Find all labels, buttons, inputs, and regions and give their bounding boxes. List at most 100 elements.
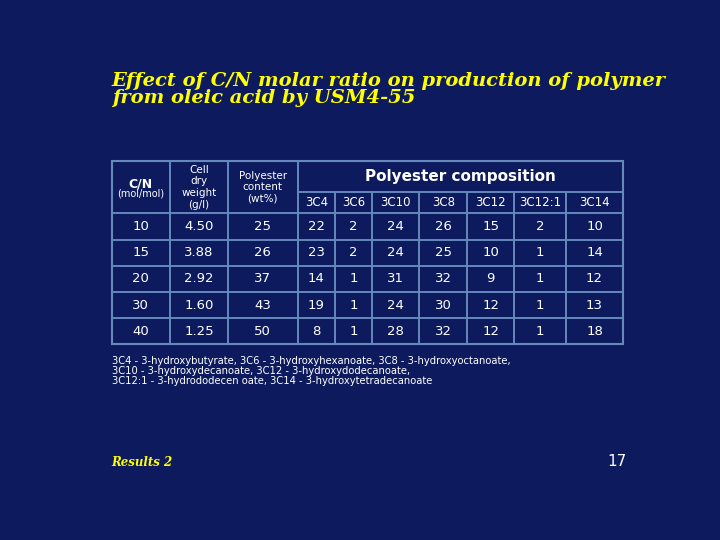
- Text: 3C8: 3C8: [432, 196, 455, 209]
- Bar: [514, 192, 566, 213]
- Bar: [467, 192, 514, 213]
- Bar: [372, 192, 419, 213]
- Bar: [335, 192, 372, 213]
- Bar: [297, 318, 335, 345]
- Bar: [514, 266, 566, 292]
- Text: 3C12:1 - 3-hydrododecen oate, 3C14 - 3-hydroxytetradecanoate: 3C12:1 - 3-hydrododecen oate, 3C14 - 3-h…: [112, 376, 432, 386]
- Bar: [112, 292, 170, 318]
- Bar: [372, 213, 419, 240]
- Text: 23: 23: [308, 246, 325, 259]
- Bar: [467, 240, 514, 266]
- Bar: [297, 266, 335, 292]
- Text: 22: 22: [308, 220, 325, 233]
- Text: 20: 20: [132, 272, 149, 285]
- Text: 3C14: 3C14: [579, 196, 610, 209]
- Bar: [228, 213, 297, 240]
- Bar: [514, 213, 566, 240]
- Text: Effect of C/N molar ratio on production of polymer: Effect of C/N molar ratio on production …: [112, 72, 666, 91]
- Text: 50: 50: [254, 325, 271, 338]
- Text: 15: 15: [132, 246, 149, 259]
- Text: 24: 24: [387, 220, 404, 233]
- Text: 12: 12: [482, 325, 499, 338]
- Text: Cell
dry
weight
(g/l): Cell dry weight (g/l): [181, 165, 217, 210]
- Text: 3C10: 3C10: [380, 196, 411, 209]
- Bar: [514, 240, 566, 266]
- Text: 30: 30: [435, 299, 452, 312]
- Text: 1.25: 1.25: [184, 325, 214, 338]
- Bar: [372, 318, 419, 345]
- Text: 14: 14: [308, 272, 325, 285]
- Bar: [297, 192, 335, 213]
- Text: 10: 10: [482, 246, 499, 259]
- Text: 2: 2: [536, 220, 544, 233]
- Bar: [170, 266, 228, 292]
- Bar: [419, 292, 467, 318]
- Bar: [372, 266, 419, 292]
- Text: 10: 10: [586, 220, 603, 233]
- Text: 1: 1: [536, 272, 544, 285]
- Text: from oleic acid by USM4-55: from oleic acid by USM4-55: [112, 90, 415, 107]
- Bar: [566, 292, 624, 318]
- Bar: [170, 240, 228, 266]
- Bar: [297, 161, 624, 192]
- Bar: [467, 318, 514, 345]
- Bar: [335, 240, 372, 266]
- Bar: [112, 318, 170, 345]
- Text: 4.50: 4.50: [184, 220, 214, 233]
- Text: 2.92: 2.92: [184, 272, 214, 285]
- Bar: [170, 213, 228, 240]
- Text: 9: 9: [487, 272, 495, 285]
- Text: 3.88: 3.88: [184, 246, 214, 259]
- Bar: [419, 240, 467, 266]
- Bar: [372, 292, 419, 318]
- Bar: [372, 240, 419, 266]
- Text: 2: 2: [349, 246, 358, 259]
- Text: 1: 1: [536, 246, 544, 259]
- Text: 31: 31: [387, 272, 404, 285]
- Bar: [566, 318, 624, 345]
- Text: 24: 24: [387, 246, 404, 259]
- Text: 12: 12: [482, 299, 499, 312]
- Text: 32: 32: [435, 272, 452, 285]
- Text: 8: 8: [312, 325, 320, 338]
- Text: Results 2: Results 2: [112, 456, 173, 469]
- Bar: [335, 213, 372, 240]
- Text: 28: 28: [387, 325, 404, 338]
- Bar: [335, 266, 372, 292]
- Bar: [335, 292, 372, 318]
- Text: 26: 26: [435, 220, 452, 233]
- Text: 3C12:1: 3C12:1: [519, 196, 561, 209]
- Bar: [228, 318, 297, 345]
- Text: 15: 15: [482, 220, 499, 233]
- Text: 17: 17: [607, 454, 626, 469]
- Bar: [514, 292, 566, 318]
- Bar: [170, 161, 228, 213]
- Bar: [419, 266, 467, 292]
- Bar: [112, 266, 170, 292]
- Bar: [297, 292, 335, 318]
- Bar: [228, 266, 297, 292]
- Bar: [514, 318, 566, 345]
- Bar: [112, 213, 170, 240]
- Text: 19: 19: [308, 299, 325, 312]
- Text: 25: 25: [435, 246, 452, 259]
- Bar: [297, 240, 335, 266]
- Text: Polyester composition: Polyester composition: [365, 169, 556, 184]
- Bar: [112, 161, 170, 213]
- Bar: [566, 240, 624, 266]
- Bar: [228, 292, 297, 318]
- Text: 1: 1: [536, 299, 544, 312]
- Bar: [112, 161, 624, 345]
- Text: 26: 26: [254, 246, 271, 259]
- Bar: [170, 292, 228, 318]
- Bar: [228, 161, 297, 213]
- Text: 3C12: 3C12: [475, 196, 506, 209]
- Text: 2: 2: [349, 220, 358, 233]
- Text: 1: 1: [349, 325, 358, 338]
- Bar: [112, 240, 170, 266]
- Text: 24: 24: [387, 299, 404, 312]
- Bar: [566, 192, 624, 213]
- Text: 12: 12: [586, 272, 603, 285]
- Text: 32: 32: [435, 325, 452, 338]
- Text: 1: 1: [536, 325, 544, 338]
